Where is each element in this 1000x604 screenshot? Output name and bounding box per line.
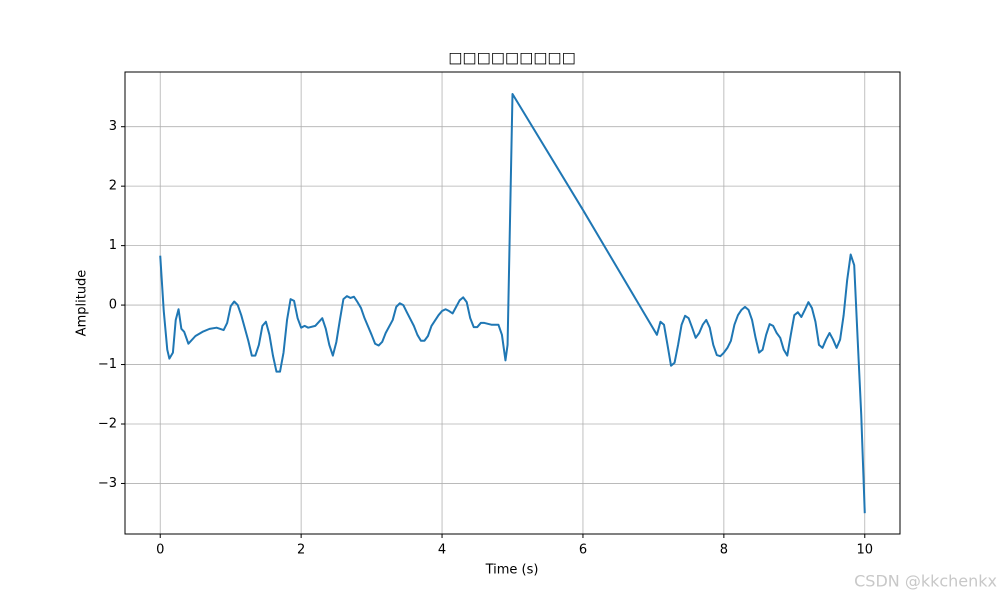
y-tick-label: 0 (109, 298, 117, 313)
y-tick-label: 3 (109, 119, 117, 134)
x-tick-label: 6 (579, 543, 587, 558)
data-line (159, 93, 866, 514)
y-tick-label: −2 (98, 417, 117, 432)
x-tick-label: 4 (438, 543, 446, 558)
x-tick-label: 8 (720, 543, 728, 558)
y-axis-label: Amplitude (75, 270, 90, 337)
plot-frame (124, 71, 901, 535)
y-tick-label: 1 (109, 238, 117, 253)
x-tick-label: 0 (156, 543, 164, 558)
x-tick-label: 10 (856, 543, 873, 558)
chart-title: □□□□□□□□□ (448, 49, 576, 67)
y-tick-label: 2 (109, 179, 117, 194)
x-tick-label: 2 (297, 543, 305, 558)
y-tick-label: −3 (98, 476, 117, 491)
watermark: CSDN @kkchenkx (854, 572, 997, 591)
x-axis-label: Time (s) (485, 563, 539, 578)
y-tick-label: −1 (98, 357, 117, 372)
